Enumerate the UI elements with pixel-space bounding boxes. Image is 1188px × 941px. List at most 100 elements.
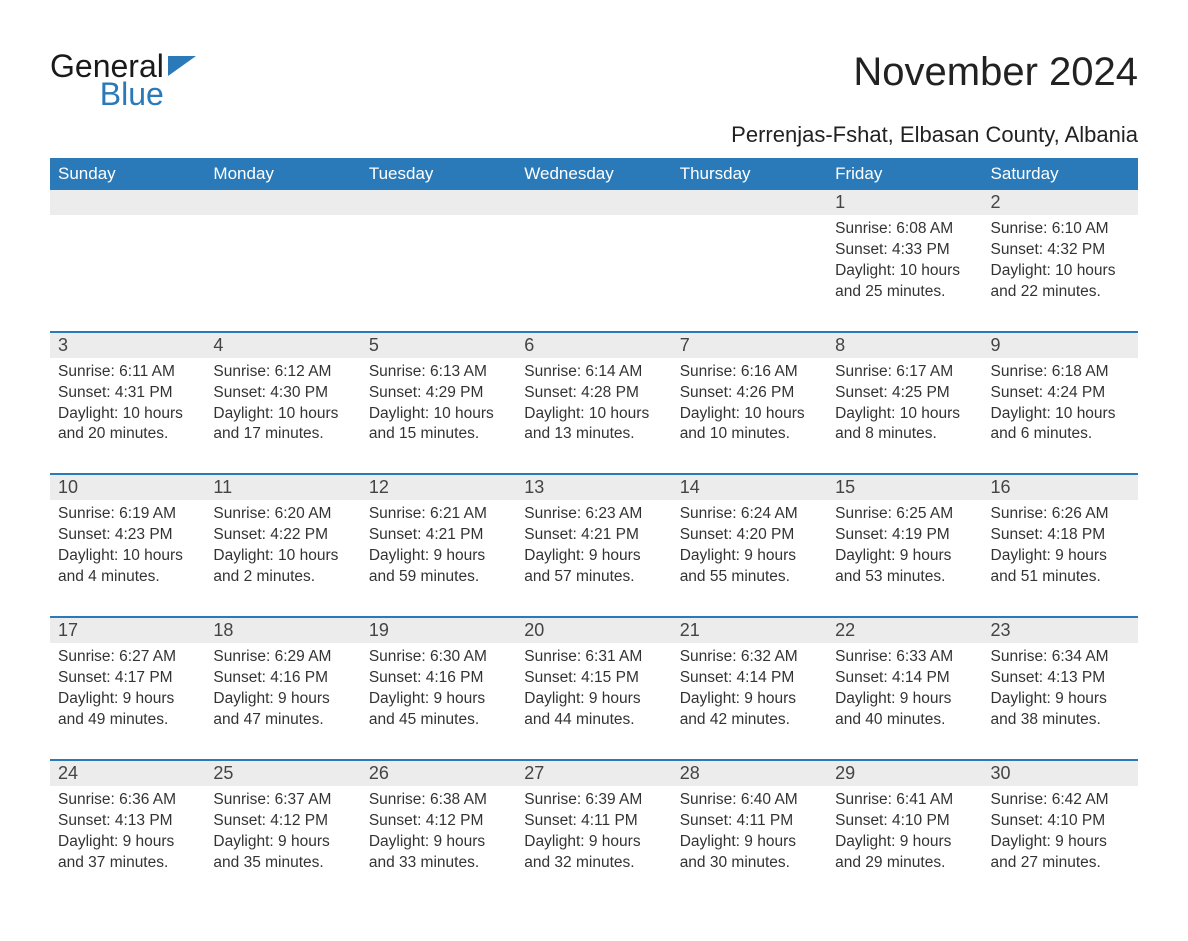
sunrise-line: Sunrise: 6:31 AM xyxy=(524,647,663,668)
daylight-line: Daylight: 10 hours and 2 minutes. xyxy=(213,546,352,588)
logo-text: General Blue xyxy=(50,50,164,110)
calendar-cell xyxy=(50,190,205,332)
daylight-line: Daylight: 9 hours and 45 minutes. xyxy=(369,689,508,731)
calendar-header-row: SundayMondayTuesdayWednesdayThursdayFrid… xyxy=(50,158,1138,190)
calendar-cell: 20Sunrise: 6:31 AMSunset: 4:15 PMDayligh… xyxy=(516,617,671,760)
calendar-cell: 6Sunrise: 6:14 AMSunset: 4:28 PMDaylight… xyxy=(516,332,671,475)
daylight-line: Daylight: 9 hours and 33 minutes. xyxy=(369,832,508,874)
sunrise-line: Sunrise: 6:20 AM xyxy=(213,504,352,525)
day-number: 7 xyxy=(672,333,827,358)
calendar-cell xyxy=(516,190,671,332)
calendar-cell: 14Sunrise: 6:24 AMSunset: 4:20 PMDayligh… xyxy=(672,474,827,617)
location-subtitle: Perrenjas-Fshat, Elbasan County, Albania xyxy=(50,122,1138,148)
day-number: 16 xyxy=(983,475,1138,500)
sunset-line: Sunset: 4:16 PM xyxy=(369,668,508,689)
calendar-cell xyxy=(205,190,360,332)
daylight-line: Daylight: 9 hours and 59 minutes. xyxy=(369,546,508,588)
calendar-cell: 22 Sunrise: 6:33 AMSunset: 4:14 PMDayligh… xyxy=(827,617,982,760)
title-block: November 2024 xyxy=(853,50,1138,95)
daylight-line: Daylight: 9 hours and 40 minutes. xyxy=(835,689,974,731)
sunrise-line: Sunrise: 6:21 AM xyxy=(369,504,508,525)
daylight-line: Daylight: 10 hours and 6 minutes. xyxy=(991,404,1130,446)
day-number: 28 xyxy=(672,761,827,786)
day-number: 29 xyxy=(827,761,982,786)
sunrise-line: Sunrise: 6:38 AM xyxy=(369,790,508,811)
day-body: Sunrise: 6:31 AMSunset: 4:15 PMDaylight:… xyxy=(516,643,671,759)
header: General Blue November 2024 xyxy=(50,50,1138,110)
calendar-cell: 8Sunrise: 6:17 AMSunset: 4:25 PMDaylight… xyxy=(827,332,982,475)
day-body: Sunrise: 6:16 AMSunset: 4:26 PMDaylight:… xyxy=(672,358,827,474)
calendar-week-row: 3Sunrise: 6:11 AMSunset: 4:31 PMDaylight… xyxy=(50,332,1138,475)
calendar-cell: 27Sunrise: 6:39 AMSunset: 4:11 PMDayligh… xyxy=(516,760,671,902)
calendar-cell xyxy=(672,190,827,332)
day-body: Sunrise: 6:27 AMSunset: 4:17 PMDaylight:… xyxy=(50,643,205,759)
day-body: Sunrise: 6:32 AMSunset: 4:14 PMDaylight:… xyxy=(672,643,827,759)
weekday-header: Wednesday xyxy=(516,158,671,190)
daylight-line: Daylight: 9 hours and 37 minutes. xyxy=(58,832,197,874)
daylight-line: Daylight: 10 hours and 8 minutes. xyxy=(835,404,974,446)
sunset-line: Sunset: 4:18 PM xyxy=(991,525,1130,546)
sunset-line: Sunset: 4:29 PM xyxy=(369,383,508,404)
day-body: Sunrise: 6:24 AMSunset: 4:20 PMDaylight:… xyxy=(672,500,827,616)
day-body: Sunrise: 6:08 AMSunset: 4:33 PMDaylight:… xyxy=(827,215,982,331)
calendar-cell: 30Sunrise: 6:42 AMSunset: 4:10 PMDayligh… xyxy=(983,760,1138,902)
daylight-line: Daylight: 9 hours and 49 minutes. xyxy=(58,689,197,731)
daylight-line: Daylight: 9 hours and 29 minutes. xyxy=(835,832,974,874)
day-number: 17 xyxy=(50,618,205,643)
day-body-empty xyxy=(205,215,360,305)
daylight-line: Daylight: 10 hours and 4 minutes. xyxy=(58,546,197,588)
calendar-cell: 28Sunrise: 6:40 AMSunset: 4:11 PMDayligh… xyxy=(672,760,827,902)
calendar-cell: 10Sunrise: 6:19 AMSunset: 4:23 PMDayligh… xyxy=(50,474,205,617)
sunrise-line: Sunrise: 6:18 AM xyxy=(991,362,1130,383)
sunset-line: Sunset: 4:22 PM xyxy=(213,525,352,546)
sunrise-line: Sunrise: 6:39 AM xyxy=(524,790,663,811)
day-number: 27 xyxy=(516,761,671,786)
day-body: Sunrise: 6:18 AMSunset: 4:24 PMDaylight:… xyxy=(983,358,1138,474)
sunrise-line: Sunrise: 6:30 AM xyxy=(369,647,508,668)
calendar-cell: 15Sunrise: 6:25 AMSunset: 4:19 PMDayligh… xyxy=(827,474,982,617)
calendar-cell: 21Sunrise: 6:32 AMSunset: 4:14 PMDayligh… xyxy=(672,617,827,760)
calendar-cell: 24Sunrise: 6:36 AMSunset: 4:13 PMDayligh… xyxy=(50,760,205,902)
day-body: Sunrise: 6:41 AMSunset: 4:10 PMDaylight:… xyxy=(827,786,982,902)
daylight-line: Daylight: 9 hours and 53 minutes. xyxy=(835,546,974,588)
day-body: Sunrise: 6:12 AMSunset: 4:30 PMDaylight:… xyxy=(205,358,360,474)
sunset-line: Sunset: 4:11 PM xyxy=(524,811,663,832)
calendar-cell: 4Sunrise: 6:12 AMSunset: 4:30 PMDaylight… xyxy=(205,332,360,475)
calendar-cell: 19Sunrise: 6:30 AMSunset: 4:16 PMDayligh… xyxy=(361,617,516,760)
day-body-empty xyxy=(50,215,205,305)
sunrise-line: Sunrise: 6:41 AM xyxy=(835,790,974,811)
daylight-line: Daylight: 9 hours and 44 minutes. xyxy=(524,689,663,731)
sunrise-line: Sunrise: 6:26 AM xyxy=(991,504,1130,525)
day-number: 14 xyxy=(672,475,827,500)
day-number: 4 xyxy=(205,333,360,358)
daylight-line: Daylight: 9 hours and 47 minutes. xyxy=(213,689,352,731)
daylight-line: Daylight: 10 hours and 25 minutes. xyxy=(835,261,974,303)
sunset-line: Sunset: 4:14 PM xyxy=(835,668,974,689)
calendar-cell: 16Sunrise: 6:26 AMSunset: 4:18 PMDayligh… xyxy=(983,474,1138,617)
calendar-week-row: 24Sunrise: 6:36 AMSunset: 4:13 PMDayligh… xyxy=(50,760,1138,902)
sunset-line: Sunset: 4:12 PM xyxy=(369,811,508,832)
sunset-line: Sunset: 4:14 PM xyxy=(680,668,819,689)
sunrise-line: Sunrise: 6:42 AM xyxy=(991,790,1130,811)
sunset-line: Sunset: 4:10 PM xyxy=(991,811,1130,832)
weekday-header: Saturday xyxy=(983,158,1138,190)
day-number: 22 xyxy=(827,618,982,643)
sunrise-line: Sunrise: 6:25 AM xyxy=(835,504,974,525)
page-title: November 2024 xyxy=(853,50,1138,95)
sunrise-line: Sunrise: 6:12 AM xyxy=(213,362,352,383)
day-number: 25 xyxy=(205,761,360,786)
day-body: Sunrise: 6:38 AMSunset: 4:12 PMDaylight:… xyxy=(361,786,516,902)
daylight-line: Daylight: 10 hours and 22 minutes. xyxy=(991,261,1130,303)
sunrise-line: Sunrise: 6:29 AM xyxy=(213,647,352,668)
sunrise-line: Sunrise: 6:19 AM xyxy=(58,504,197,525)
calendar-cell: 11Sunrise: 6:20 AMSunset: 4:22 PMDayligh… xyxy=(205,474,360,617)
day-number-empty xyxy=(672,190,827,215)
day-body: Sunrise: 6:36 AMSunset: 4:13 PMDaylight:… xyxy=(50,786,205,902)
day-body: Sunrise: 6:42 AMSunset: 4:10 PMDaylight:… xyxy=(983,786,1138,902)
calendar-cell: 2Sunrise: 6:10 AMSunset: 4:32 PMDaylight… xyxy=(983,190,1138,332)
sunset-line: Sunset: 4:32 PM xyxy=(991,240,1130,261)
sunset-line: Sunset: 4:10 PM xyxy=(835,811,974,832)
sunset-line: Sunset: 4:25 PM xyxy=(835,383,974,404)
sunrise-line: Sunrise: 6:33 AM xyxy=(835,647,974,668)
day-body-empty xyxy=(672,215,827,305)
